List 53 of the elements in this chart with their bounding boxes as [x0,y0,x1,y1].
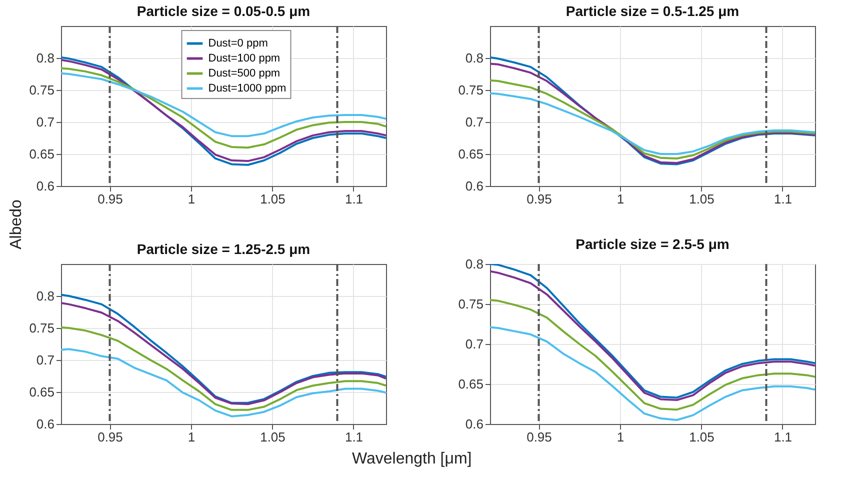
legend-label: Dust=100 ppm [208,52,280,64]
y-tick-label: 0.8 [36,288,54,304]
line-series [490,79,815,160]
chart-title: Particle size = 0.5-1.25 μm [566,3,740,19]
legend-label: Dust=1000 ppm [208,82,286,94]
x-tick-label: 0.95 [98,192,123,206]
y-axis-title: Albedo [8,199,26,250]
line-series [61,326,386,411]
y-tick-label: 0.75 [458,82,484,98]
line-series [490,326,815,421]
x-tick-label: 1.1 [344,192,364,206]
chart-title: Particle size = 1.25-2.5 μm [136,241,310,257]
y-tick-label: 0.6 [465,416,484,432]
line-series [490,299,815,411]
y-tick-label: 0.8 [465,256,484,272]
y-tick-label: 0.6 [36,416,54,432]
line-series [61,348,386,418]
line-series [490,92,815,155]
y-tick-label: 0.7 [36,352,54,368]
x-tick-label: 0.95 [98,430,123,444]
y-tick-label: 0.75 [29,82,54,98]
legend-label: Dust=0 ppm [208,38,268,50]
x-tick-label: 1 [188,192,196,206]
y-tick-label: 0.8 [36,50,54,66]
x-tick-label: 0.95 [526,192,552,206]
x-tick-label: 1.05 [689,192,714,206]
y-tick-label: 0.65 [458,146,484,162]
x-tick-label: 0.95 [526,430,552,444]
x-tick-label: 1.1 [774,192,792,206]
legend-label: Dust=500 ppm [208,68,280,80]
x-tick-label: 1.1 [774,430,792,444]
x-tick-label: 1 [616,192,624,206]
y-tick-label: 0.65 [458,376,484,392]
y-tick-label: 0.6 [465,178,484,194]
y-tick-label: 0.75 [458,296,484,312]
y-tick-label: 0.75 [29,320,54,336]
y-tick-label: 0.7 [465,114,484,130]
x-axis-title: Wavelength [μm] [352,450,472,468]
x-tick-label: 1.1 [344,430,364,444]
y-tick-label: 0.65 [29,384,54,400]
x-tick-label: 1 [616,430,624,444]
x-tick-label: 1 [188,430,196,444]
line-series [61,67,386,149]
y-tick-label: 0.6 [36,178,54,194]
x-tick-label: 1.05 [689,430,714,444]
chart-title: Particle size = 2.5-5 μm [576,236,730,252]
y-tick-label: 0.7 [36,114,54,130]
x-tick-label: 1.05 [260,430,286,444]
x-tick-label: 1.05 [260,192,286,206]
y-tick-label: 0.7 [465,336,484,352]
y-tick-label: 0.65 [29,146,54,162]
y-tick-label: 0.8 [465,50,484,66]
chart-title: Particle size = 0.05-0.5 μm [136,3,310,19]
